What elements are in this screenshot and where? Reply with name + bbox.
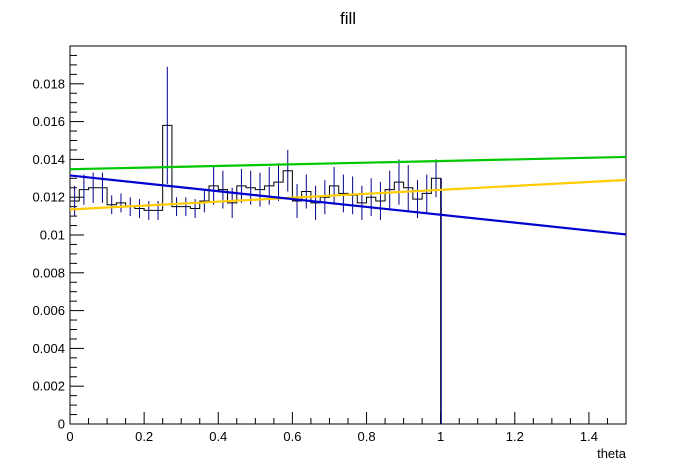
series-line: [69, 155, 627, 171]
y-tick-label: 0.004: [32, 341, 65, 356]
x-axis-title: theta: [597, 446, 627, 461]
y-tick-label: 0.01: [40, 228, 65, 243]
y-tick-label: 0.012: [32, 190, 65, 205]
x-tick-label: 0.6: [283, 429, 301, 444]
y-tick-label: 0.006: [32, 303, 65, 318]
series-line: [69, 174, 627, 236]
x-tick-label: 0: [66, 429, 73, 444]
y-tick-label: 0.002: [32, 379, 65, 394]
chart-title: fill: [340, 9, 356, 28]
x-tick-label: 0.2: [135, 429, 153, 444]
x-tick-label: 0.8: [357, 429, 375, 444]
series-line: [69, 178, 627, 211]
y-tick-label: 0: [58, 417, 65, 432]
y-tick-label: 0.016: [32, 114, 65, 129]
y-tick-label: 0.018: [32, 76, 65, 91]
x-tick-label: 1.4: [580, 429, 598, 444]
x-tick-label: 0.4: [209, 429, 227, 444]
y-tick-label: 0.014: [32, 152, 65, 167]
x-axis: 0 0.2 0.4 0.6 0.8 1 1.2 1.4: [66, 412, 627, 444]
histogram-outline: [70, 124, 450, 425]
y-tick-label: 0.008: [32, 265, 65, 280]
x-tick-label: 1.2: [506, 429, 524, 444]
y-axis: 0 0.002 0.004 0.006 0.008 0.01 0.012 0.014 0.016…: [32, 45, 84, 432]
x-tick-label: 1: [437, 429, 444, 444]
plot-frame: [69, 45, 627, 425]
histogram: [70, 66, 450, 425]
fit-lines: [69, 155, 627, 236]
